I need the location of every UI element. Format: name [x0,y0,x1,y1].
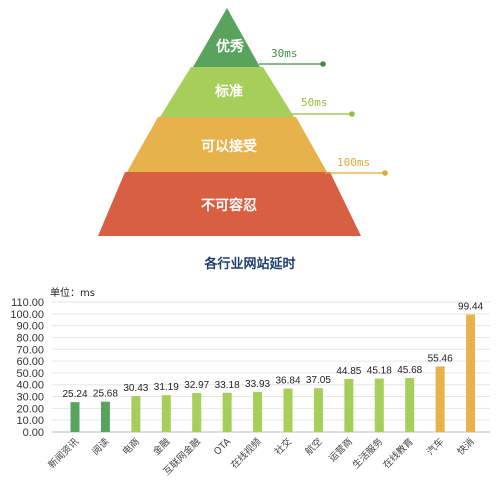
pyramid-label-intolerable: 不可容忍 [201,197,257,214]
threshold-30ms-dot [320,61,326,67]
data-label: 99.44 [458,301,483,312]
bar [466,314,476,432]
threshold-30ms-label: 30ms [271,47,298,60]
y-tick-label: 90.00 [16,321,44,333]
x-category-label: 在线教育 [380,436,415,471]
x-category-label: 阅读 [90,435,112,457]
y-tick-label: 10.00 [16,415,44,427]
latency-pyramid: 优秀 标准 可以接受 不可容忍 30ms 50ms 100ms [98,8,388,236]
bar [405,378,415,432]
data-label: 31.19 [154,382,179,393]
bar-chart: 0.0010.0020.0030.0040.0050.0060.0070.008… [10,297,490,478]
y-tick-label: 50.00 [16,368,44,380]
bar [313,388,323,432]
y-tick-label: 110.00 [11,297,44,309]
data-label: 25.24 [62,389,87,400]
data-label: 44.85 [336,366,361,377]
y-unit-label: 单位：ms [50,286,95,299]
data-label: 30.43 [123,383,148,394]
x-category-label: 电商 [120,436,142,458]
x-category-label: 生活服务 [350,435,386,471]
x-category-label: 金融 [150,435,172,457]
x-category-label: 运营商 [326,436,355,465]
threshold-50ms-dot [349,111,355,117]
bar [222,392,232,432]
x-category-label: 航空 [303,436,325,458]
bar [253,391,263,432]
data-label: 33.93 [245,379,270,390]
pyramid-label-excellent: 优秀 [216,38,245,55]
bar [344,378,354,432]
bar [435,366,445,432]
data-label: 45.18 [367,366,392,377]
x-category-label: 汽车 [424,436,446,458]
data-label: 32.97 [184,380,209,391]
x-category-label: 在线视频 [228,435,264,471]
pyramid-label-acceptable: 可以接受 [201,138,257,155]
threshold-100ms-label: 100ms [337,156,370,169]
y-tick-label: 40.00 [16,380,44,392]
data-label: 36.84 [275,375,300,386]
data-label: 45.68 [397,365,422,376]
pyramid-level-standard [160,67,294,117]
y-tick-label: 60.00 [16,356,44,368]
y-tick-label: 70.00 [16,344,44,356]
data-label: 37.05 [306,375,331,386]
y-tick-label: 0.00 [23,427,44,439]
x-category-label: 快消 [455,436,477,458]
pyramid-level-intolerable [98,172,361,236]
threshold-100ms-dot [382,170,388,176]
x-category-label: 社交 [272,435,294,457]
bar [283,388,293,432]
pyramid-level-acceptable [127,117,327,172]
data-label: 55.46 [428,353,453,364]
bar [131,396,141,432]
data-label: 33.18 [215,380,240,391]
bar [70,402,80,432]
y-tick-label: 80.00 [16,332,44,344]
chart-title: 各行业网站延时 [203,256,295,272]
pyramid-level-excellent [193,8,260,67]
pyramid-label-standard: 标准 [214,83,243,100]
bar [374,378,384,432]
bar [161,395,171,432]
y-tick-label: 100.00 [10,309,44,321]
y-tick-label: 20.00 [16,403,44,415]
x-category-label: OTA [212,436,234,458]
y-tick-label: 30.00 [16,392,44,404]
x-category-label: 新闻资讯 [46,435,82,471]
bar [100,401,110,432]
bar [192,393,202,432]
threshold-50ms-label: 50ms [301,96,328,109]
data-label: 25.68 [93,389,118,400]
